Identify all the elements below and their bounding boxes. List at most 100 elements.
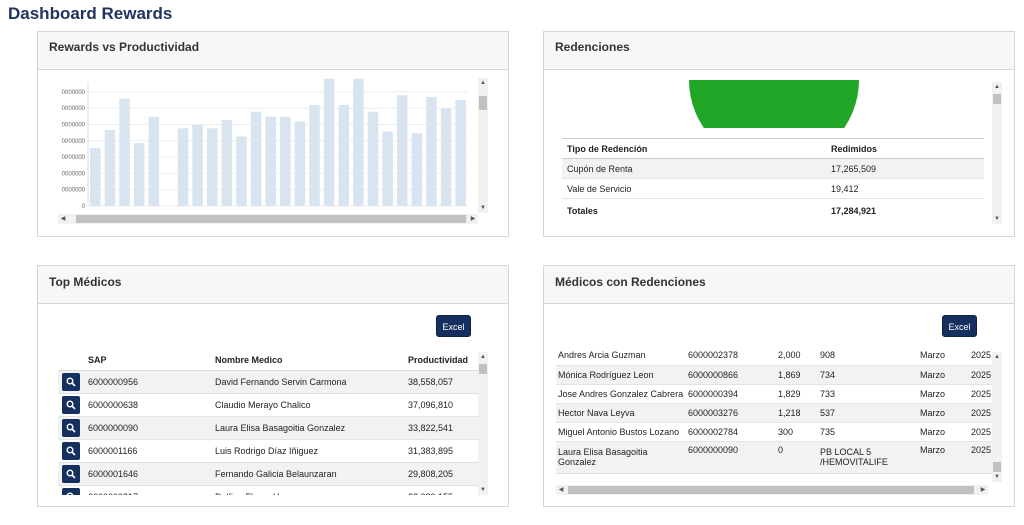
rewards-chart: 0 0000000 0000000 0000000 0000000 0000000 0000… bbox=[54, 78, 474, 213]
chart-bar[interactable] bbox=[353, 78, 364, 206]
y-tick-label: 0000000 bbox=[62, 123, 86, 129]
redimidos-cell: 17,265,509 bbox=[826, 158, 984, 179]
chart-bar[interactable] bbox=[294, 121, 306, 206]
chart-bar[interactable] bbox=[236, 136, 247, 206]
rewards-card-title: Rewards vs Productividad bbox=[38, 32, 508, 70]
scroll-left-arrow-icon[interactable]: ◀ bbox=[60, 216, 66, 222]
column-header-tipo: Tipo de Redención bbox=[562, 138, 826, 159]
scroll-right-arrow-icon[interactable]: ▶ bbox=[470, 216, 476, 222]
chart-bar[interactable] bbox=[133, 143, 145, 206]
sap-cell: 6000000090 bbox=[686, 441, 776, 474]
scroll-down-arrow-icon[interactable]: ▼ bbox=[994, 474, 1000, 480]
chart-bar[interactable] bbox=[177, 128, 189, 206]
chart-bar[interactable] bbox=[440, 108, 452, 206]
scrollbar-thumb[interactable] bbox=[76, 215, 466, 223]
productividad-cell: 28,089,155 bbox=[404, 485, 478, 495]
scrollbar-thumb[interactable] bbox=[479, 96, 487, 110]
medicos-redenciones-card: Médicos con Redenciones Excel Andres Arc… bbox=[543, 265, 1015, 507]
totals-label: Totales bbox=[562, 198, 826, 223]
chart-bar[interactable] bbox=[309, 105, 320, 206]
chart-bar[interactable] bbox=[90, 148, 101, 206]
sap-cell: 6000000217 bbox=[84, 485, 211, 495]
chart-bar[interactable] bbox=[206, 128, 218, 206]
scrollbar-thumb[interactable] bbox=[479, 364, 487, 374]
scrollbar-thumb[interactable] bbox=[568, 486, 974, 494]
scroll-up-arrow-icon[interactable]: ▲ bbox=[480, 354, 486, 360]
codigo-cell: 735 bbox=[818, 422, 918, 442]
scroll-down-arrow-icon[interactable]: ▼ bbox=[994, 216, 1000, 222]
chart-bar[interactable] bbox=[338, 105, 350, 206]
chart-bar[interactable] bbox=[455, 100, 466, 206]
chart-bar[interactable] bbox=[382, 131, 393, 206]
scrollbar-thumb[interactable] bbox=[993, 94, 1001, 104]
table-row: Mónica Rodríguez Leon 6000000866 1,869 7… bbox=[556, 365, 993, 385]
column-header-nombre: Nombre Medico bbox=[211, 350, 404, 371]
productividad-cell: 31,383,895 bbox=[404, 439, 478, 463]
chart-bar[interactable] bbox=[104, 129, 116, 206]
view-details-button[interactable] bbox=[62, 418, 80, 437]
view-details-button[interactable] bbox=[62, 487, 80, 495]
scrollbar-thumb[interactable] bbox=[993, 462, 1001, 472]
anio-cell: 2025 bbox=[969, 384, 993, 404]
chart-bar[interactable] bbox=[280, 116, 291, 206]
medicos-horizontal-scrollbar[interactable]: ◀ ▶ bbox=[556, 485, 988, 495]
nombre-cell: Luis Rodrigo Díaz Iñiguez bbox=[211, 439, 404, 463]
y-tick-label: 0 bbox=[82, 204, 86, 210]
anio-cell: 2025 bbox=[969, 422, 993, 442]
anio-cell: 2025 bbox=[969, 365, 993, 385]
table-row: 6000001166 Luis Rodrigo Díaz Iñiguez 31,… bbox=[58, 439, 478, 463]
cantidad-cell: 300 bbox=[776, 422, 818, 442]
sap-cell: 6000000090 bbox=[84, 416, 211, 440]
scroll-down-arrow-icon[interactable]: ▼ bbox=[480, 205, 486, 211]
sap-cell: 6000000956 bbox=[84, 370, 211, 394]
top-medicos-vertical-scrollbar[interactable]: ▲ ▼ bbox=[478, 352, 488, 495]
view-details-button[interactable] bbox=[62, 395, 80, 414]
excel-export-button[interactable]: Excel bbox=[942, 315, 977, 337]
scroll-up-arrow-icon[interactable]: ▲ bbox=[480, 80, 486, 86]
cantidad-cell: 2,000 bbox=[776, 346, 818, 366]
column-header-redimidos: Redimidos bbox=[826, 138, 984, 159]
chart-bar[interactable] bbox=[323, 78, 335, 206]
nombre-cell: Delfino Flores Herrera bbox=[211, 485, 404, 495]
chart-bar[interactable] bbox=[396, 95, 408, 206]
tipo-cell: Cupón de Renta bbox=[562, 158, 826, 179]
sap-cell: 6000001646 bbox=[84, 462, 211, 486]
scroll-left-arrow-icon[interactable]: ◀ bbox=[558, 487, 564, 493]
chart-bar[interactable] bbox=[148, 116, 160, 206]
productividad-cell: 38,558,057 bbox=[404, 370, 478, 394]
anio-cell: 2025 bbox=[969, 441, 993, 474]
table-row: Jose Andres Gonzalez Cabrera 6000000394 … bbox=[556, 384, 993, 404]
excel-export-button[interactable]: Excel bbox=[436, 315, 471, 337]
codigo-cell: 908 bbox=[818, 346, 918, 366]
sap-cell: 6000003276 bbox=[686, 403, 776, 423]
redenciones-table: Tipo de Redención Redimidos Cupón de Ren… bbox=[562, 138, 984, 223]
tipo-cell: Vale de Servicio bbox=[562, 178, 826, 199]
medicos-vertical-scrollbar[interactable]: ▲ ▼ bbox=[992, 352, 1002, 482]
mes-cell: Marzo bbox=[918, 441, 969, 474]
view-details-button[interactable] bbox=[62, 441, 80, 460]
chart-vertical-scrollbar[interactable]: ▲ ▼ bbox=[478, 78, 488, 213]
chart-bar[interactable] bbox=[426, 96, 437, 206]
redenciones-vertical-scrollbar[interactable]: ▲ ▼ bbox=[992, 82, 1002, 224]
nombre-cell: Mónica Rodríguez Leon bbox=[556, 365, 686, 385]
table-row: Andres Arcia Guzman 6000002378 2,000 908… bbox=[556, 346, 993, 366]
scroll-right-arrow-icon[interactable]: ▶ bbox=[980, 487, 986, 493]
view-details-button[interactable] bbox=[62, 372, 80, 391]
view-details-button[interactable] bbox=[62, 464, 80, 483]
chart-bar[interactable] bbox=[192, 124, 203, 206]
chart-bar[interactable] bbox=[221, 120, 233, 206]
chart-bar[interactable] bbox=[119, 98, 130, 206]
chart-bar[interactable] bbox=[265, 116, 276, 206]
chart-bar[interactable] bbox=[411, 133, 423, 206]
scroll-up-arrow-icon[interactable]: ▲ bbox=[994, 354, 1000, 360]
nombre-cell: Fernando Galicia Belaunzaran bbox=[211, 462, 404, 486]
scroll-up-arrow-icon[interactable]: ▲ bbox=[994, 84, 1000, 90]
nombre-cell: Jose Andres Gonzalez Cabrera bbox=[556, 384, 686, 404]
chart-bar[interactable] bbox=[250, 111, 262, 206]
chart-bar[interactable] bbox=[367, 111, 379, 206]
rewards-card: Rewards vs Productividad 0 0000000 0000000… bbox=[37, 31, 509, 237]
scroll-down-arrow-icon[interactable]: ▼ bbox=[480, 487, 486, 493]
chart-horizontal-scrollbar[interactable]: ◀ ▶ bbox=[58, 214, 478, 224]
top-medicos-table-wrapper: SAP Nombre Medico Productividad 60000009… bbox=[58, 350, 478, 495]
search-icon bbox=[66, 446, 76, 456]
